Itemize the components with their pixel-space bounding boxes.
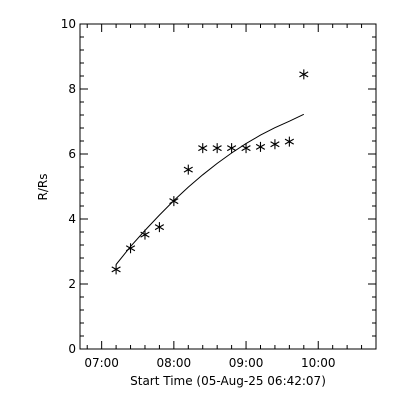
data-point	[111, 264, 121, 275]
data-point	[284, 136, 294, 147]
data-point	[169, 196, 179, 207]
axis-ticks	[80, 23, 377, 350]
y-tick-label: 6	[68, 147, 76, 161]
data-point	[299, 69, 309, 80]
x-tick-label: 08:00	[157, 356, 192, 370]
plot-frame	[79, 23, 377, 350]
y-tick-label: 2	[68, 277, 76, 291]
y-tick-label: 0	[68, 342, 76, 356]
data-point	[140, 229, 150, 240]
y-tick-label: 8	[68, 82, 76, 96]
y-tick-label: 4	[68, 212, 76, 226]
data-point	[226, 143, 237, 154]
data-point	[198, 143, 208, 154]
x-tick-label: 10:00	[301, 356, 336, 370]
data-point	[270, 139, 280, 150]
x-tick-label: 07:00	[84, 356, 119, 370]
data-point	[183, 164, 193, 175]
data-point	[212, 143, 222, 154]
data-point	[154, 222, 165, 233]
y-axis-label: R/Rs	[36, 174, 50, 201]
fit-line	[115, 113, 305, 265]
y-tick-label: 10	[61, 17, 76, 31]
y-tick-labels: 0 2 4 6 8 10	[61, 17, 76, 356]
fit-curve-group	[115, 113, 305, 265]
data-points-group	[111, 69, 309, 275]
data-point	[241, 143, 251, 154]
data-point	[255, 141, 266, 152]
x-tick-labels: 07:00 08:00 09:00 10:00	[84, 356, 335, 370]
x-axis-label: Start Time (05-Aug-25 06:42:07)	[130, 374, 326, 388]
data-point	[125, 243, 136, 254]
x-tick-label: 09:00	[229, 356, 264, 370]
